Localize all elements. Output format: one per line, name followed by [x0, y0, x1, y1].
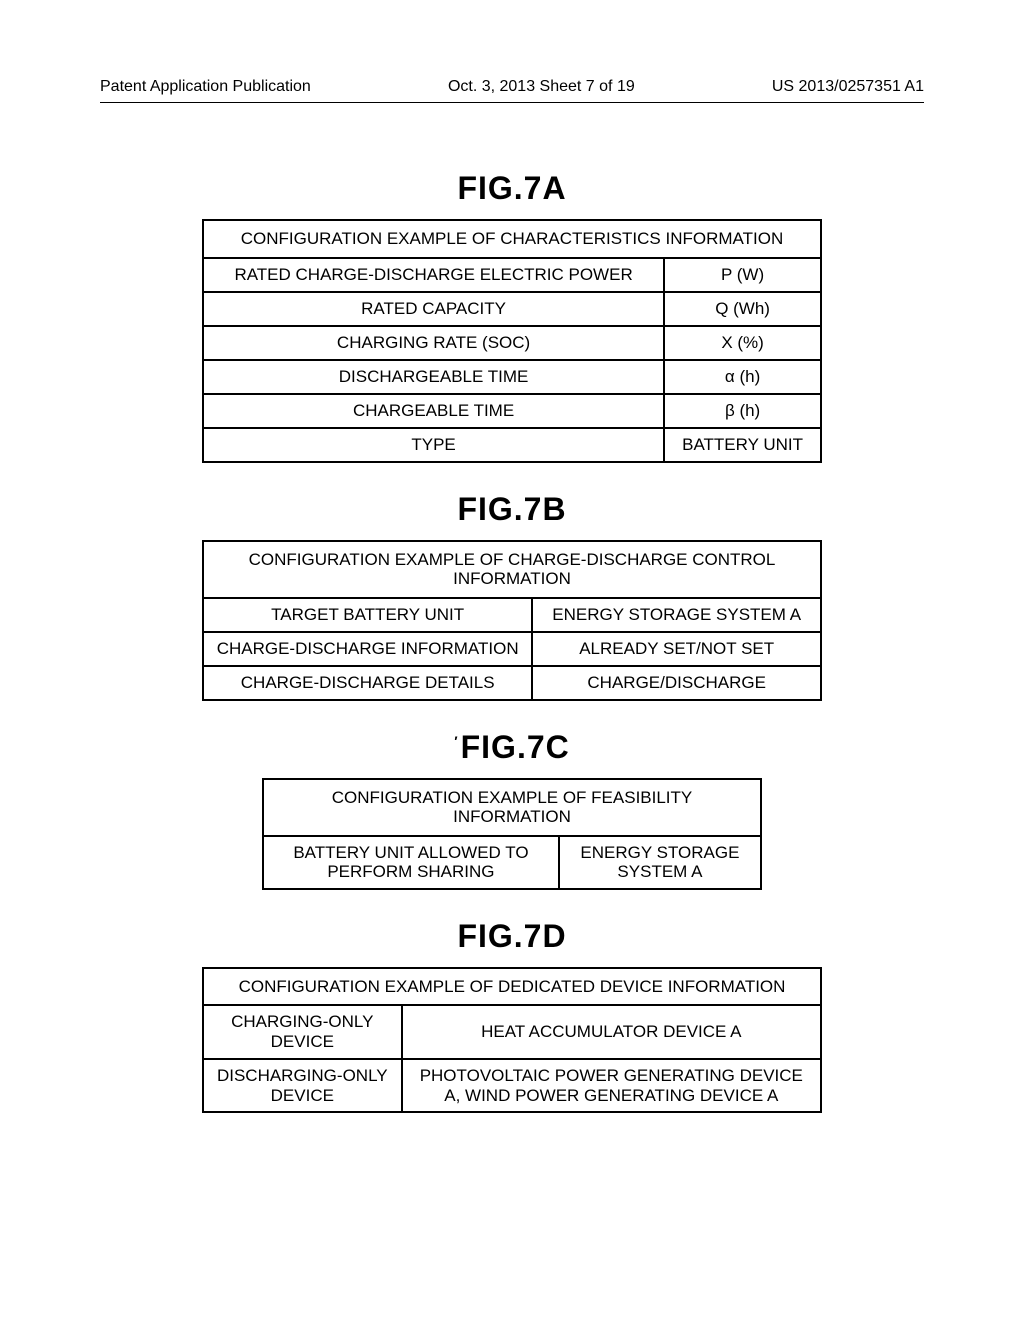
table-row: CHARGING-ONLY DEVICE HEAT ACCUMULATOR DE… — [203, 1005, 821, 1059]
table-header-cell: CONFIGURATION EXAMPLE OF CHARGE-DISCHARG… — [203, 541, 821, 598]
cell-label: CHARGING-ONLY DEVICE — [203, 1005, 402, 1059]
table-row: TYPE BATTERY UNIT — [203, 428, 821, 462]
table-row: CHARGE-DISCHARGE DETAILS CHARGE/DISCHARG… — [203, 666, 821, 700]
fig-7d-table: CONFIGURATION EXAMPLE OF DEDICATED DEVIC… — [202, 967, 822, 1114]
fig-7b-table: CONFIGURATION EXAMPLE OF CHARGE-DISCHARG… — [202, 540, 822, 701]
cell-value: ENERGY STORAGE SYSTEM A — [559, 836, 761, 889]
cell-value: CHARGE/DISCHARGE — [532, 666, 821, 700]
table-row: CONFIGURATION EXAMPLE OF CHARACTERISTICS… — [203, 220, 821, 258]
content-area: FIG.7A CONFIGURATION EXAMPLE OF CHARACTE… — [0, 170, 1024, 1141]
table-row: CHARGEABLE TIME β (h) — [203, 394, 821, 428]
table-row: BATTERY UNIT ALLOWED TO PERFORM SHARING … — [263, 836, 761, 889]
table-row: CONFIGURATION EXAMPLE OF FEASIBILITY INF… — [263, 779, 761, 836]
cell-value: α (h) — [664, 360, 821, 394]
cell-value: β (h) — [664, 394, 821, 428]
cell-label: DISCHARGEABLE TIME — [203, 360, 664, 394]
cell-label: RATED CAPACITY — [203, 292, 664, 326]
fig-7a-block: FIG.7A CONFIGURATION EXAMPLE OF CHARACTE… — [202, 170, 822, 491]
table-row: DISCHARGEABLE TIME α (h) — [203, 360, 821, 394]
cell-label: CHARGE-DISCHARGE INFORMATION — [203, 632, 532, 666]
table-row: RATED CHARGE-DISCHARGE ELECTRIC POWER P … — [203, 258, 821, 292]
cell-value: PHOTOVOLTAIC POWER GENERATING DEVICE A, … — [402, 1059, 821, 1112]
cell-value: HEAT ACCUMULATOR DEVICE A — [402, 1005, 821, 1059]
cell-value: X (%) — [664, 326, 821, 360]
fig-7b-block: FIG.7B CONFIGURATION EXAMPLE OF CHARGE-D… — [202, 491, 822, 729]
cell-value: BATTERY UNIT — [664, 428, 821, 462]
fig-7c-title-text: FIG.7C — [461, 729, 570, 765]
cell-label: CHARGEABLE TIME — [203, 394, 664, 428]
table-row: CHARGE-DISCHARGE INFORMATION ALREADY SET… — [203, 632, 821, 666]
table-row: TARGET BATTERY UNIT ENERGY STORAGE SYSTE… — [203, 598, 821, 632]
table-row: CONFIGURATION EXAMPLE OF DEDICATED DEVIC… — [203, 968, 821, 1006]
page-header: Patent Application Publication Oct. 3, 2… — [0, 78, 1024, 96]
table-row: CONFIGURATION EXAMPLE OF CHARGE-DISCHARG… — [203, 541, 821, 598]
fig-7c-title: ′FIG.7C — [454, 729, 569, 766]
header-right: US 2013/0257351 A1 — [772, 78, 924, 96]
cell-label: CHARGE-DISCHARGE DETAILS — [203, 666, 532, 700]
fig-7d-block: FIG.7D CONFIGURATION EXAMPLE OF DEDICATE… — [202, 918, 822, 1142]
cell-label: DISCHARGING-ONLY DEVICE — [203, 1059, 402, 1112]
cell-label: TARGET BATTERY UNIT — [203, 598, 532, 632]
fig-7c-tick: ′ — [454, 733, 458, 749]
cell-label: RATED CHARGE-DISCHARGE ELECTRIC POWER — [203, 258, 664, 292]
fig-7a-title: FIG.7A — [457, 170, 566, 207]
fig-7a-table: CONFIGURATION EXAMPLE OF CHARACTERISTICS… — [202, 219, 822, 463]
fig-7c-block: ′FIG.7C CONFIGURATION EXAMPLE OF FEASIBI… — [262, 729, 762, 918]
header-divider — [100, 102, 924, 103]
table-header-cell: CONFIGURATION EXAMPLE OF DEDICATED DEVIC… — [203, 968, 821, 1006]
cell-label: TYPE — [203, 428, 664, 462]
cell-value: ENERGY STORAGE SYSTEM A — [532, 598, 821, 632]
header-left: Patent Application Publication — [100, 78, 311, 96]
cell-value: P (W) — [664, 258, 821, 292]
cell-value: Q (Wh) — [664, 292, 821, 326]
cell-label: BATTERY UNIT ALLOWED TO PERFORM SHARING — [263, 836, 559, 889]
cell-label: CHARGING RATE (SOC) — [203, 326, 664, 360]
table-header-cell: CONFIGURATION EXAMPLE OF CHARACTERISTICS… — [203, 220, 821, 258]
fig-7b-title: FIG.7B — [457, 491, 566, 528]
fig-7c-table: CONFIGURATION EXAMPLE OF FEASIBILITY INF… — [262, 778, 762, 890]
table-row: DISCHARGING-ONLY DEVICE PHOTOVOLTAIC POW… — [203, 1059, 821, 1112]
table-row: RATED CAPACITY Q (Wh) — [203, 292, 821, 326]
table-header-cell: CONFIGURATION EXAMPLE OF FEASIBILITY INF… — [263, 779, 761, 836]
cell-value: ALREADY SET/NOT SET — [532, 632, 821, 666]
table-row: CHARGING RATE (SOC) X (%) — [203, 326, 821, 360]
fig-7d-title: FIG.7D — [457, 918, 566, 955]
header-center: Oct. 3, 2013 Sheet 7 of 19 — [448, 78, 635, 96]
